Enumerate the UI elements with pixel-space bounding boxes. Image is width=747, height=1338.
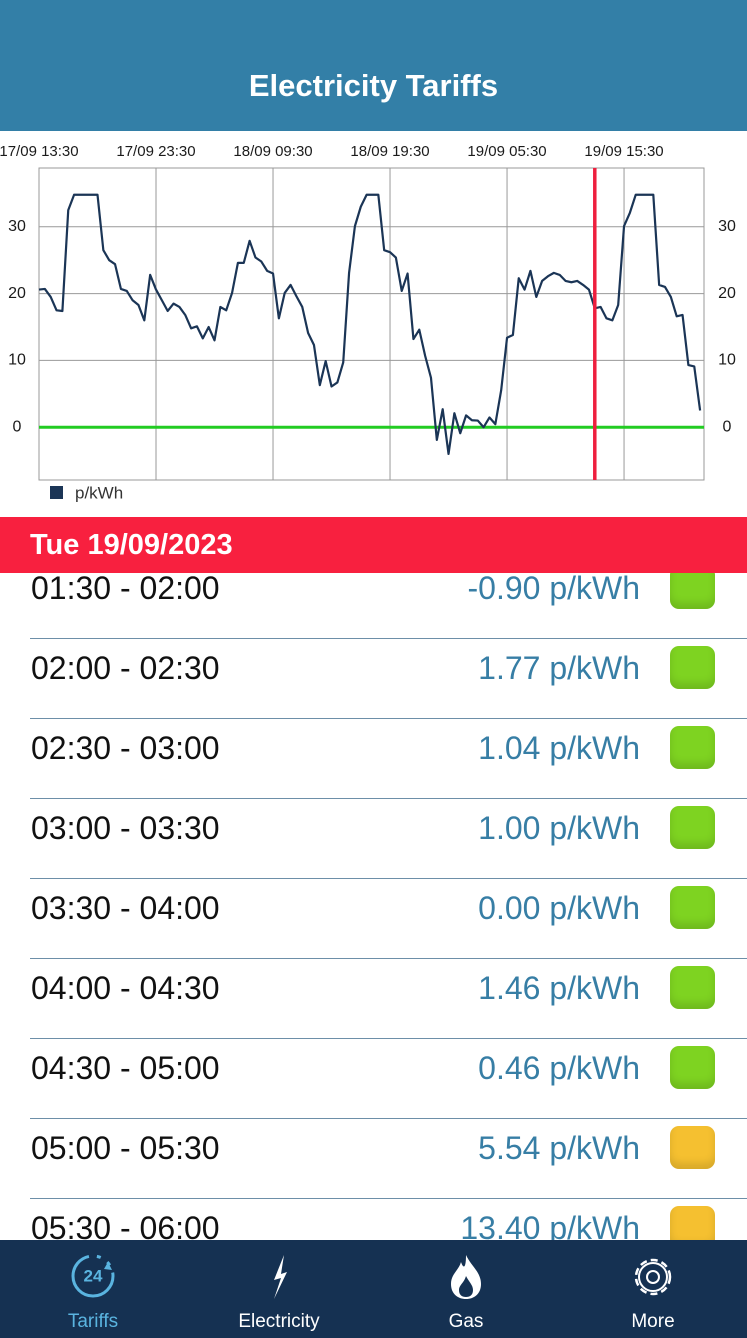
tariff-row: 03:30 - 04:00 0.00 p/kWh [0,879,747,959]
price: 1.46 p/kWh [478,970,640,1006]
price-level [670,1206,715,1240]
row-separator [30,958,747,959]
row-separator [30,1118,747,1119]
time-range: 05:00 - 05:30 [31,1130,220,1166]
y-tick-label-right: 20 [718,285,736,302]
price-level [670,806,715,849]
row-separator [30,878,747,879]
time-range: 03:00 - 03:30 [31,810,220,846]
price-level [670,573,715,609]
price-level [670,966,715,1009]
time-range: 04:30 - 05:00 [31,1050,220,1086]
plot-frame [38,167,705,481]
tariffs-icon: 24 [71,1254,115,1298]
price-level [670,1046,715,1089]
time-range: 04:00 - 04:30 [31,970,220,1006]
price-line [38,193,702,456]
tab-electricity[interactable]: Electricity [186,1240,372,1338]
y-tick-label: 10 [8,352,26,369]
gas-icon [451,1255,481,1299]
time-range: 02:30 - 03:00 [31,730,220,766]
price-level [670,646,715,689]
x-tick-label: 17/09 23:30 [116,143,195,160]
row-separator [30,1038,747,1039]
y-tick-label-right: 0 [723,418,732,435]
day-date: Tue 19/09/2023 [30,529,233,561]
price-level [670,1126,715,1169]
row-separator [30,638,747,639]
tariff-row: 04:00 - 04:30 1.46 p/kWh [0,959,747,1039]
tariff-row: 02:00 - 02:30 1.77 p/kWh [0,639,747,719]
tariff-row: 02:30 - 03:00 1.04 p/kWh [0,719,747,799]
price: 1.77 p/kWh [478,650,640,686]
tab-label: Tariffs [67,1311,119,1332]
day-header: Tue 19/09/2023 [0,517,747,573]
price-level [670,886,715,929]
x-tick-label: 19/09 05:30 [467,143,546,160]
electricity-icon [274,1255,287,1299]
tab-label: More [631,1311,675,1332]
price-level [670,726,715,769]
more-icon [634,1258,672,1296]
price: -0.90 p/kWh [467,573,640,606]
tariff-row: 01:30 - 02:00 -0.90 p/kWh [0,573,747,639]
tab-label: Gas [448,1311,484,1332]
y-tick-label-right: 10 [718,352,736,369]
x-tick-label: 17/09 13:30 [0,143,79,160]
y-tick-label: 20 [8,285,26,302]
time-range: 02:00 - 02:30 [31,650,220,686]
time-range: 03:30 - 04:00 [31,890,220,926]
price: 0.46 p/kWh [478,1050,640,1086]
row-separator [30,798,747,799]
price: 0.00 p/kWh [478,890,640,926]
tab-gas[interactable]: Gas [373,1240,559,1338]
time-range: 01:30 - 02:00 [31,573,220,606]
legend-label: p/kWh [75,483,123,502]
tab-bar: 24 Tariffs Electricity Gas More [0,1240,747,1338]
tariff-row: 04:30 - 05:00 0.46 p/kWh [0,1039,747,1119]
nav-header: Electricity Tariffs [0,0,747,131]
y-tick-label: 0 [13,418,22,435]
tab-tariffs[interactable]: 24 Tariffs [0,1240,186,1338]
x-tick-label: 19/09 15:30 [584,143,663,160]
tab-more[interactable]: More [560,1240,746,1338]
price: 1.04 p/kWh [478,730,640,766]
tariff-row: 03:00 - 03:30 1.00 p/kWh [0,799,747,879]
y-tick-label-right: 30 [718,218,736,235]
tab-label: Electricity [238,1311,320,1332]
page-title: Electricity Tariffs [248,68,499,103]
x-tick-label: 18/09 19:30 [350,143,429,160]
price: 1.00 p/kWh [478,810,640,846]
x-tick-label: 18/09 09:30 [233,143,312,160]
row-separator [30,1198,747,1199]
chart: 17/09 13:30 17/09 23:30 18/09 09:30 18/09 1… [0,143,736,503]
row-separator [30,718,747,719]
tariff-list: 01:30 - 02:00 -0.90 p/kWh 02:00 - 02:30 1.7… [0,573,747,1240]
price: 13.40 p/kWh [460,1210,640,1240]
tariffs-icon-text: 24 [84,1266,103,1285]
time-range: 05:30 - 06:00 [31,1210,220,1240]
tariff-row: 05:30 - 06:00 13.40 p/kWh [0,1199,747,1240]
price: 5.54 p/kWh [478,1130,640,1166]
legend-swatch [50,486,63,499]
y-tick-label: 30 [8,218,26,235]
tariff-row: 05:00 - 05:30 5.54 p/kWh [0,1119,747,1199]
